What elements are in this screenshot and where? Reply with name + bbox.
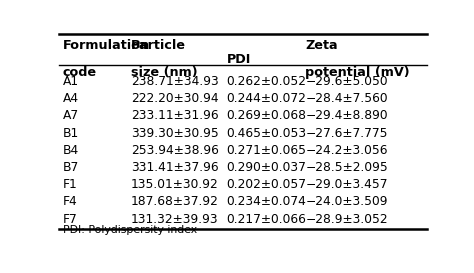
Text: code: code <box>63 66 97 79</box>
Text: 0.262±0.052: 0.262±0.052 <box>227 75 306 88</box>
Text: −29.0±3.457: −29.0±3.457 <box>305 178 388 191</box>
Text: A4: A4 <box>63 92 79 105</box>
Text: 135.01±30.92: 135.01±30.92 <box>131 178 219 191</box>
Text: B1: B1 <box>63 126 79 140</box>
Text: −27.6±7.775: −27.6±7.775 <box>305 126 388 140</box>
Text: Particle: Particle <box>131 39 186 52</box>
Text: B7: B7 <box>63 161 79 174</box>
Text: F7: F7 <box>63 213 78 226</box>
Text: F1: F1 <box>63 178 78 191</box>
Text: −28.4±7.560: −28.4±7.560 <box>305 92 388 105</box>
Text: −24.2±3.056: −24.2±3.056 <box>305 144 388 157</box>
Text: 238.71±34.93: 238.71±34.93 <box>131 75 219 88</box>
Text: 0.234±0.074: 0.234±0.074 <box>227 195 306 209</box>
Text: −24.0±3.509: −24.0±3.509 <box>305 195 388 209</box>
Text: 131.32±39.93: 131.32±39.93 <box>131 213 219 226</box>
Text: PDI: PDI <box>227 53 251 66</box>
Text: Formulation: Formulation <box>63 39 150 52</box>
Text: 0.244±0.072: 0.244±0.072 <box>227 92 306 105</box>
Text: 0.269±0.068: 0.269±0.068 <box>227 109 306 122</box>
Text: Zeta: Zeta <box>305 39 338 52</box>
Text: A7: A7 <box>63 109 79 122</box>
Text: 0.271±0.065: 0.271±0.065 <box>227 144 306 157</box>
Text: size (nm): size (nm) <box>131 66 198 79</box>
Text: −28.5±2.095: −28.5±2.095 <box>305 161 388 174</box>
Text: 222.20±30.94: 222.20±30.94 <box>131 92 219 105</box>
Text: −29.6±5.050: −29.6±5.050 <box>305 75 388 88</box>
Text: 0.217±0.066: 0.217±0.066 <box>227 213 306 226</box>
Text: potential (mV): potential (mV) <box>305 66 410 79</box>
Text: −29.4±8.890: −29.4±8.890 <box>305 109 388 122</box>
Text: 0.465±0.053: 0.465±0.053 <box>227 126 307 140</box>
Text: 187.68±37.92: 187.68±37.92 <box>131 195 219 209</box>
Text: 253.94±38.96: 253.94±38.96 <box>131 144 219 157</box>
Text: 339.30±30.95: 339.30±30.95 <box>131 126 219 140</box>
Text: B4: B4 <box>63 144 79 157</box>
Text: A1: A1 <box>63 75 79 88</box>
Text: 0.290±0.037: 0.290±0.037 <box>227 161 306 174</box>
Text: 0.202±0.057: 0.202±0.057 <box>227 178 306 191</box>
Text: F4: F4 <box>63 195 78 209</box>
Text: PDI: Polydispersity index: PDI: Polydispersity index <box>63 225 197 235</box>
Text: 233.11±31.96: 233.11±31.96 <box>131 109 219 122</box>
Text: −28.9±3.052: −28.9±3.052 <box>305 213 388 226</box>
Text: 331.41±37.96: 331.41±37.96 <box>131 161 219 174</box>
